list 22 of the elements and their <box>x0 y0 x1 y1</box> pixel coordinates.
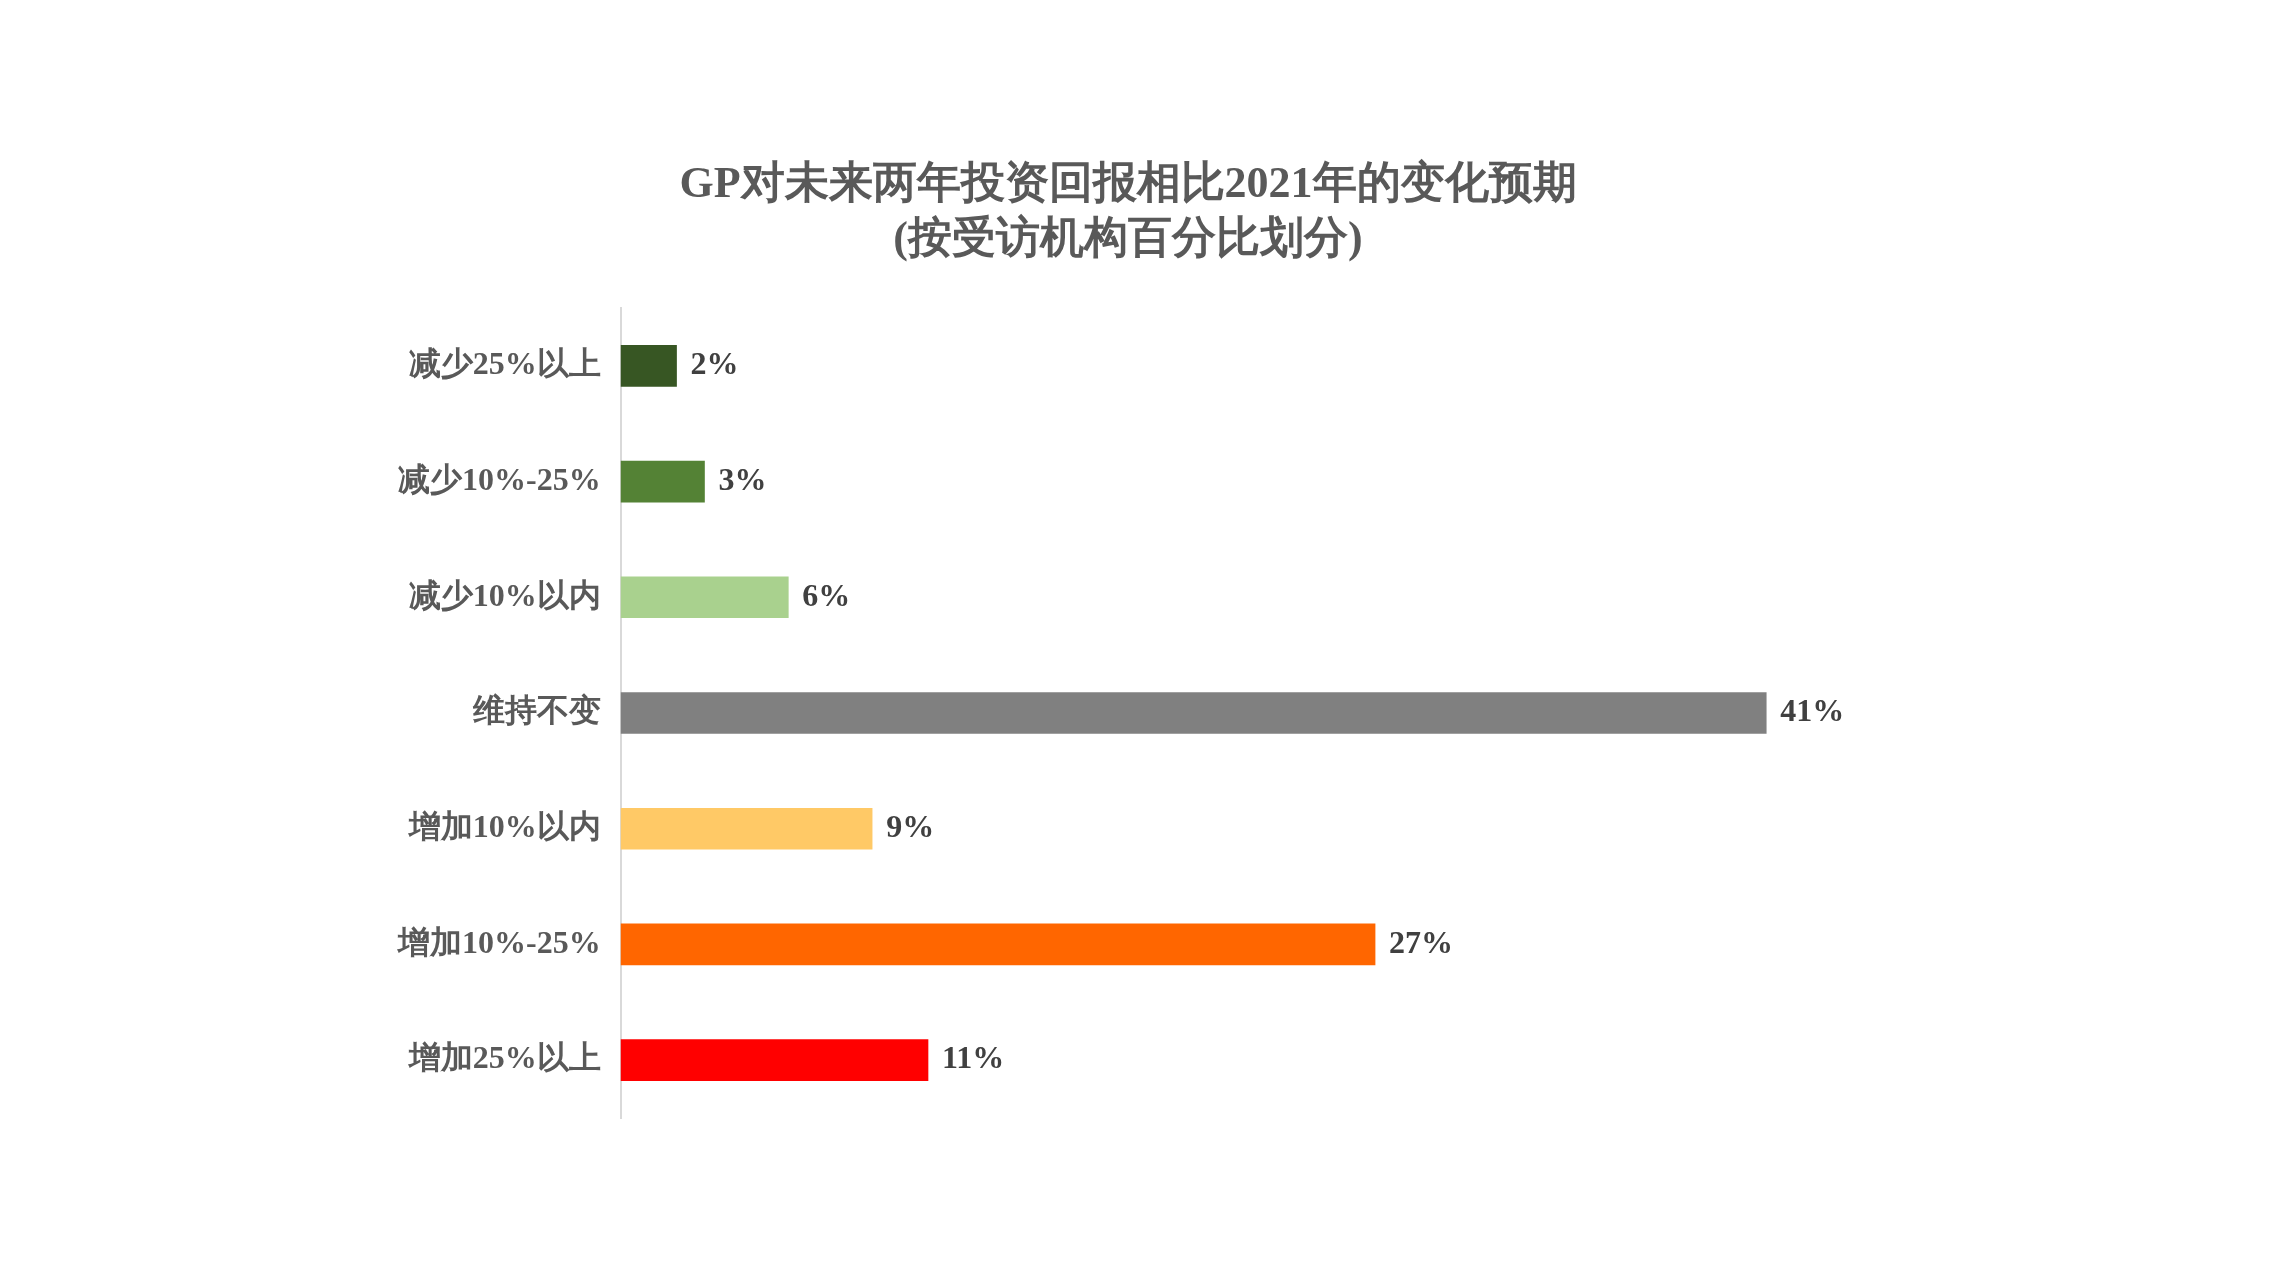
bar <box>620 807 873 850</box>
bar <box>620 923 1376 966</box>
bar <box>620 576 789 619</box>
chart-title: GP对未来两年投资回报相比2021年的变化预期 (按受访机构百分比划分) <box>679 157 1577 262</box>
bar <box>620 692 1767 734</box>
bar <box>620 345 677 387</box>
y-tick-label: 增加25%以上 <box>406 1039 601 1076</box>
data-label: 27% <box>1389 923 1454 960</box>
data-label: 9% <box>886 807 935 844</box>
data-label: 41% <box>1780 692 1845 729</box>
y-tick-label: 减少10%-25% <box>398 460 601 497</box>
data-label: 11% <box>942 1039 1005 1076</box>
bar <box>620 460 705 503</box>
data-label: 3% <box>718 460 767 497</box>
bar <box>620 1039 929 1081</box>
y-tick-label: 增加10%-25% <box>396 923 601 960</box>
y-tick-label: 增加10%以内 <box>406 807 601 844</box>
y-tick-label: 减少10%以内 <box>408 576 601 613</box>
data-label: 6% <box>802 576 851 613</box>
y-tick-label: 维持不变 <box>471 692 601 729</box>
data-label: 2% <box>690 345 739 382</box>
y-tick-label: 减少25%以上 <box>408 345 601 382</box>
